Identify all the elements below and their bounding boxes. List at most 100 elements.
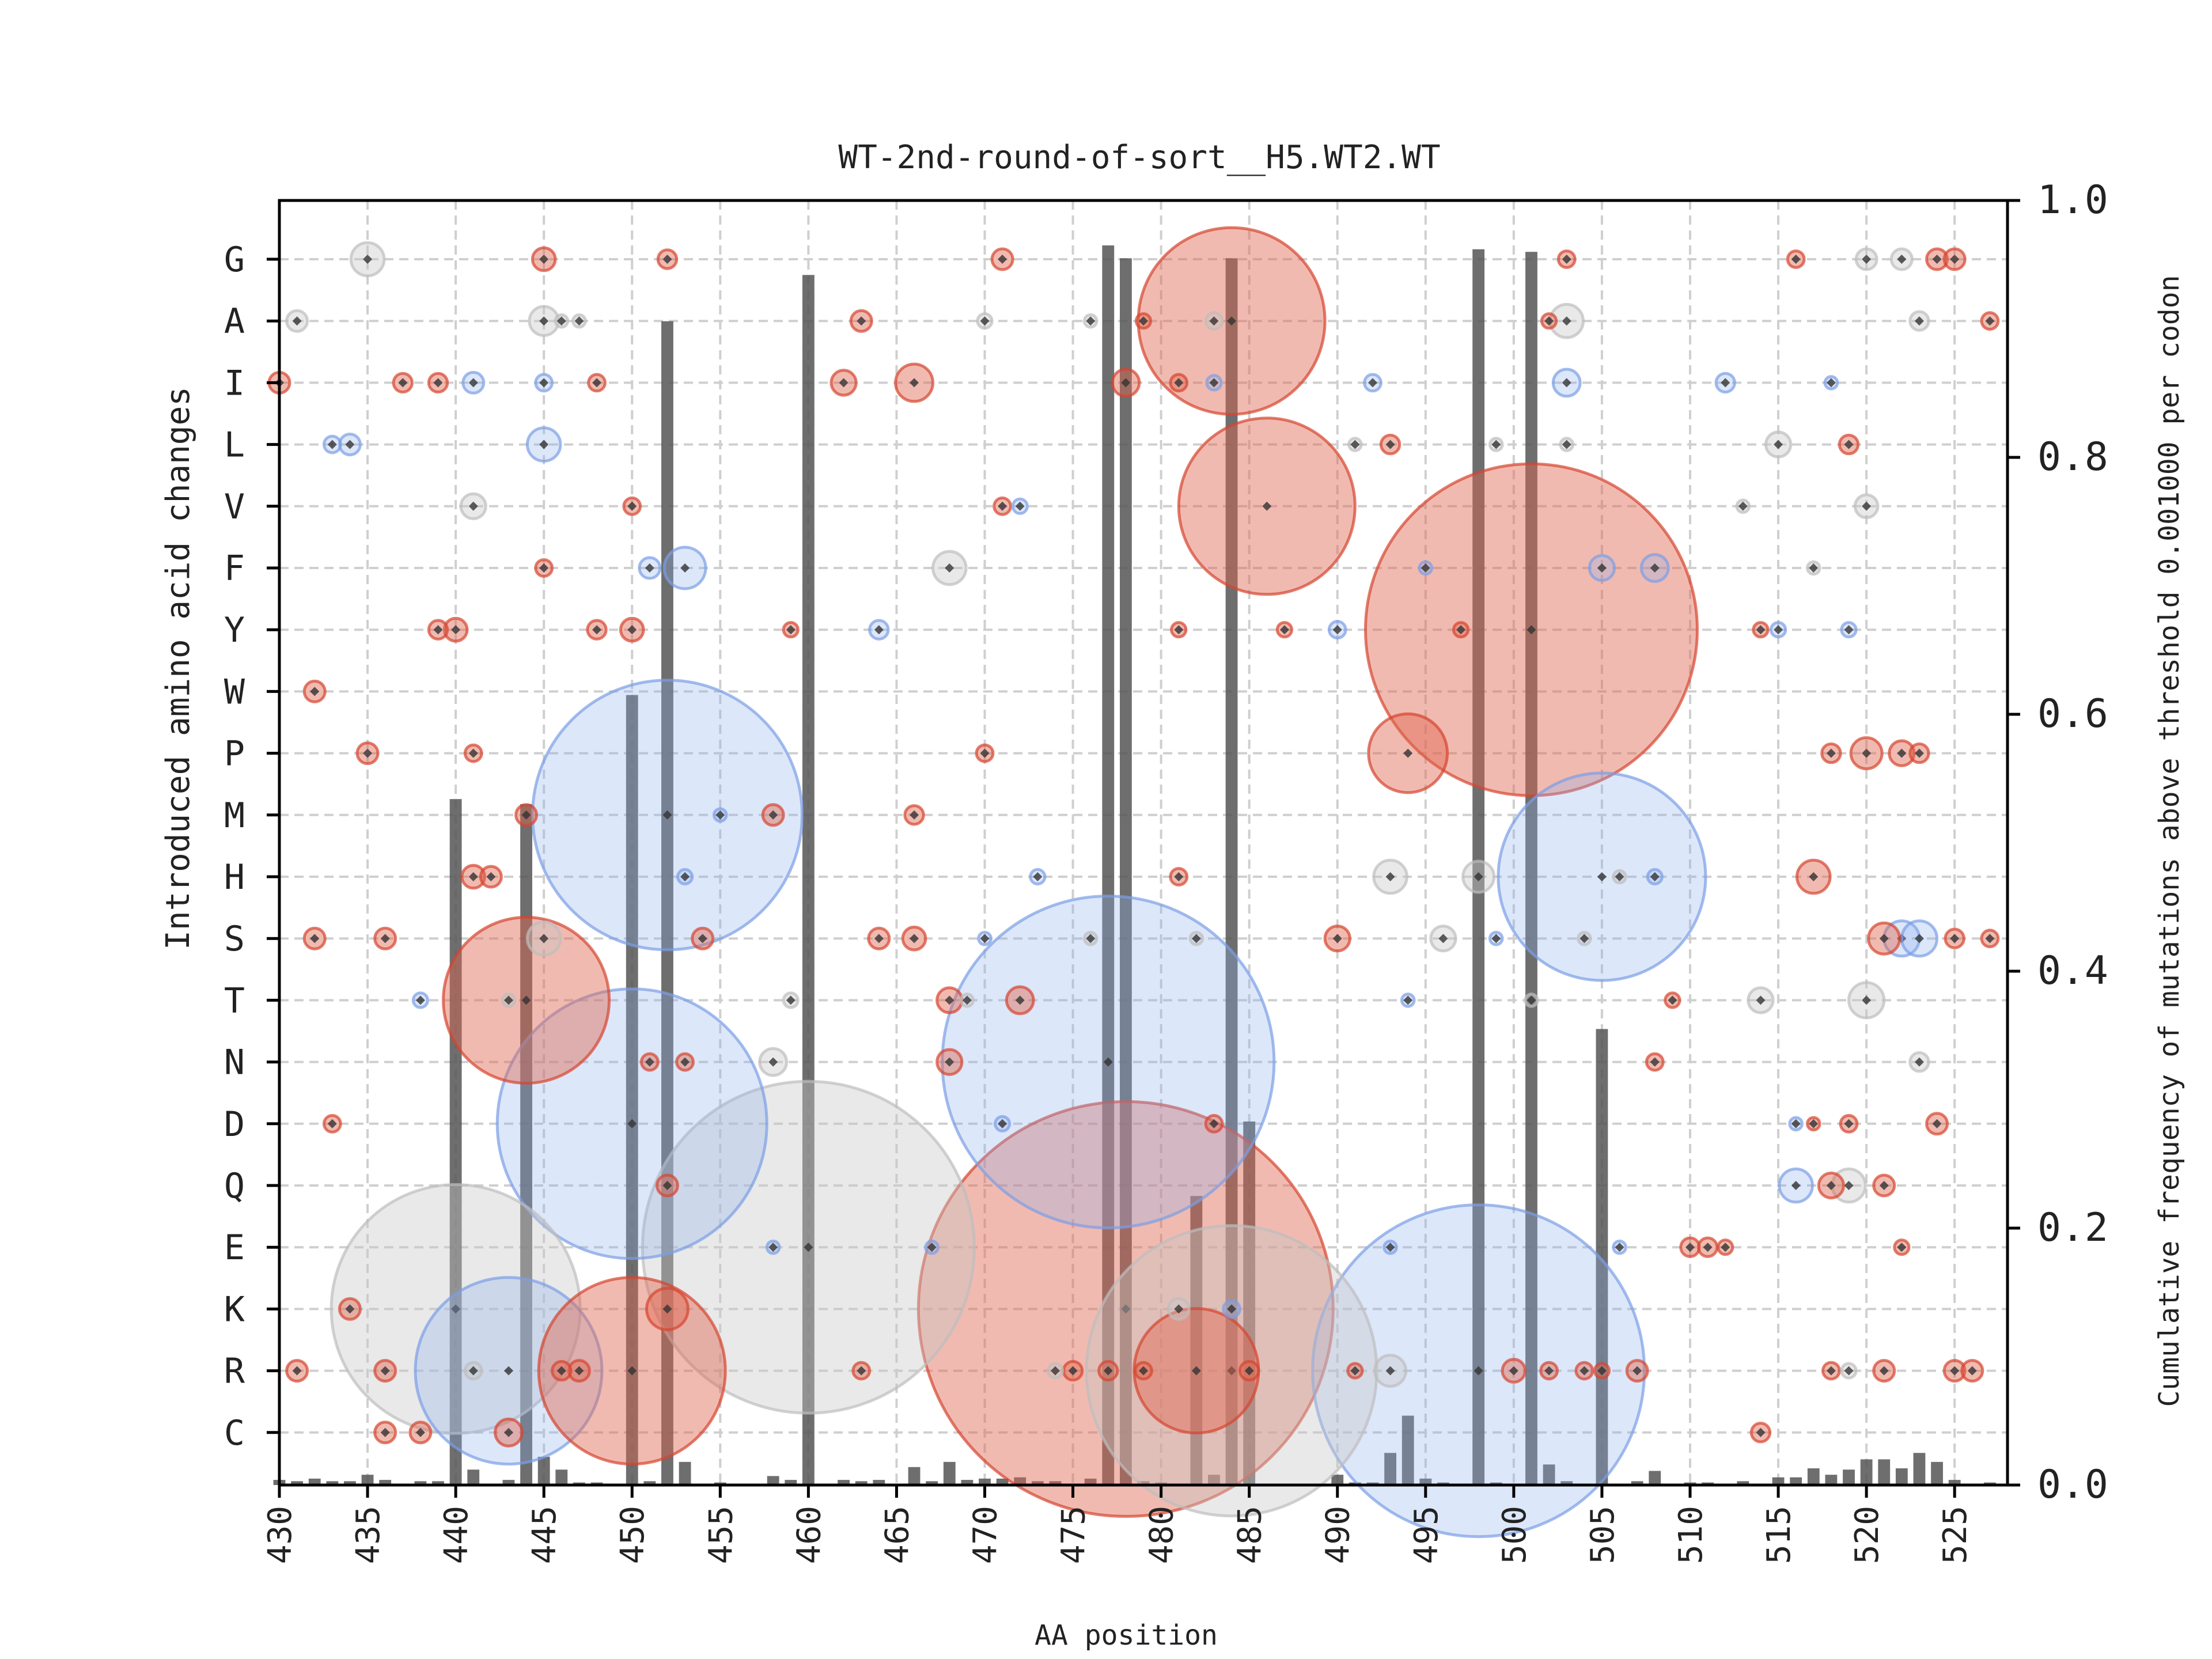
bubble-center-marker <box>1562 378 1571 388</box>
frequency-bars <box>273 245 1996 1486</box>
y-tick-label: C <box>224 1413 245 1453</box>
bubble-center-marker <box>786 625 796 635</box>
bubble-center-marker <box>1597 872 1607 881</box>
bubble-center-marker <box>1862 748 1872 758</box>
bubble-center-marker <box>521 810 531 820</box>
bubble-center-marker <box>1350 440 1360 449</box>
frequency-bar <box>1843 1469 1855 1485</box>
bubble-center-marker <box>839 378 849 388</box>
frequency-bar <box>344 1481 356 1485</box>
bubble-center-marker <box>1879 1366 1889 1376</box>
frequency-bar <box>1119 258 1132 1485</box>
frequency-bar <box>1384 1453 1396 1485</box>
frequency-bar <box>1543 1464 1555 1485</box>
frequency-bar <box>1525 252 1537 1486</box>
frequency-bar <box>379 1480 392 1485</box>
bubble-center-marker <box>1474 872 1483 881</box>
frequency-bar <box>767 1476 779 1485</box>
bubble-center-marker <box>1227 316 1237 326</box>
x-tick-label: 490 <box>1320 1506 1357 1564</box>
bubble-center-marker <box>1086 316 1096 326</box>
bubble-center-marker <box>1844 1181 1854 1190</box>
frequency-bar <box>1649 1471 1661 1485</box>
frequency-bar <box>1014 1477 1027 1485</box>
x-tick-label: 470 <box>967 1506 1004 1564</box>
bubble-center-marker <box>1914 316 1924 326</box>
x-tick-label: 515 <box>1760 1506 1798 1564</box>
bubble-center-marker <box>945 995 955 1005</box>
y2-tick-label: 0.6 <box>2037 691 2108 737</box>
bubble-center-marker <box>662 1304 672 1314</box>
y-tick-label: G <box>224 240 245 280</box>
bubble-center-marker <box>1562 440 1571 449</box>
bubble-center-marker <box>1385 440 1395 449</box>
bubble-center-marker <box>451 1304 461 1314</box>
bubble-center-marker <box>433 625 443 635</box>
bubble-center-marker <box>1650 563 1660 573</box>
frequency-bar <box>1931 1461 1943 1485</box>
bubble-center-marker <box>1950 255 1960 264</box>
bubble-center-marker <box>1474 1366 1483 1376</box>
frequency-bar <box>873 1480 885 1485</box>
axes: 430 435 440 445 450 455 460 465 470 475 480 485 490 4… <box>224 177 2108 1564</box>
bubble-center-marker <box>1844 440 1854 449</box>
bubble-center-marker <box>945 1057 955 1067</box>
frequency-bar <box>1948 1480 1961 1485</box>
x-tick-label: 510 <box>1672 1506 1710 1564</box>
bubble-center-marker <box>1826 1181 1836 1190</box>
bubble-center-marker <box>1544 1366 1554 1376</box>
frequency-bar <box>1631 1481 1643 1485</box>
bubble-center-marker <box>1809 1119 1819 1128</box>
bubble-center-marker <box>1685 1243 1695 1252</box>
y-tick-label: D <box>224 1104 245 1145</box>
bubble-center-marker <box>980 934 990 944</box>
bubble-center-marker <box>1544 316 1554 326</box>
bubble-center-marker <box>327 440 337 449</box>
x-tick-label: 435 <box>350 1506 387 1564</box>
y-tick-label: N <box>224 1043 245 1083</box>
frequency-bar <box>1472 249 1485 1485</box>
bubble-center-marker <box>1015 995 1025 1005</box>
bubble-center-marker <box>1650 1057 1660 1067</box>
bubble-center-marker <box>945 563 955 573</box>
bubble-center-marker <box>292 1366 302 1376</box>
frequency-bar <box>838 1480 850 1485</box>
bubble-center-marker <box>363 255 373 264</box>
bubble-center-marker <box>1279 625 1289 635</box>
bubble-center-marker <box>415 1427 425 1437</box>
bubble-center-marker <box>1826 748 1836 758</box>
bubble-center-marker <box>1403 995 1413 1005</box>
bubble-center-marker <box>1950 1366 1960 1376</box>
bubble-center-marker <box>292 316 302 326</box>
frequency-bar <box>432 1481 444 1485</box>
bubble-center-marker <box>1438 934 1448 944</box>
bubble-center-marker <box>1791 1181 1801 1190</box>
bubble-center-marker <box>468 1366 478 1376</box>
bubble-center-marker <box>1650 872 1660 881</box>
bubble-center-marker <box>874 625 884 635</box>
bubble-center-marker <box>1774 625 1783 635</box>
bubble-center-marker <box>310 687 320 696</box>
bubble-center-marker <box>539 440 549 449</box>
bubble-center-marker <box>1562 255 1571 264</box>
bubble-center-marker <box>1491 440 1501 449</box>
frequency-bar <box>414 1481 427 1485</box>
bubble-center-marker <box>662 255 672 264</box>
frequency-bar <box>643 1481 656 1485</box>
bubble-center-marker <box>539 563 549 573</box>
bubble-center-marker <box>363 748 373 758</box>
bubble-center-marker <box>1580 934 1589 944</box>
frequency-bar <box>308 1478 321 1485</box>
bubble-center-marker <box>1809 563 1819 573</box>
frequency-bar <box>1208 1475 1220 1485</box>
bubble-center-marker <box>857 1366 866 1376</box>
bubble-center-marker <box>768 810 778 820</box>
bubble-center-marker <box>1738 501 1748 511</box>
x-tick-label: 480 <box>1143 1506 1181 1564</box>
bubble-center-marker <box>1721 378 1730 388</box>
frequency-bar <box>1084 1478 1097 1485</box>
bubble-center-marker <box>1932 1119 1942 1128</box>
bubble-center-marker <box>998 501 1007 511</box>
bubble-center-marker <box>786 995 796 1005</box>
x-tick-label: 460 <box>790 1506 828 1564</box>
